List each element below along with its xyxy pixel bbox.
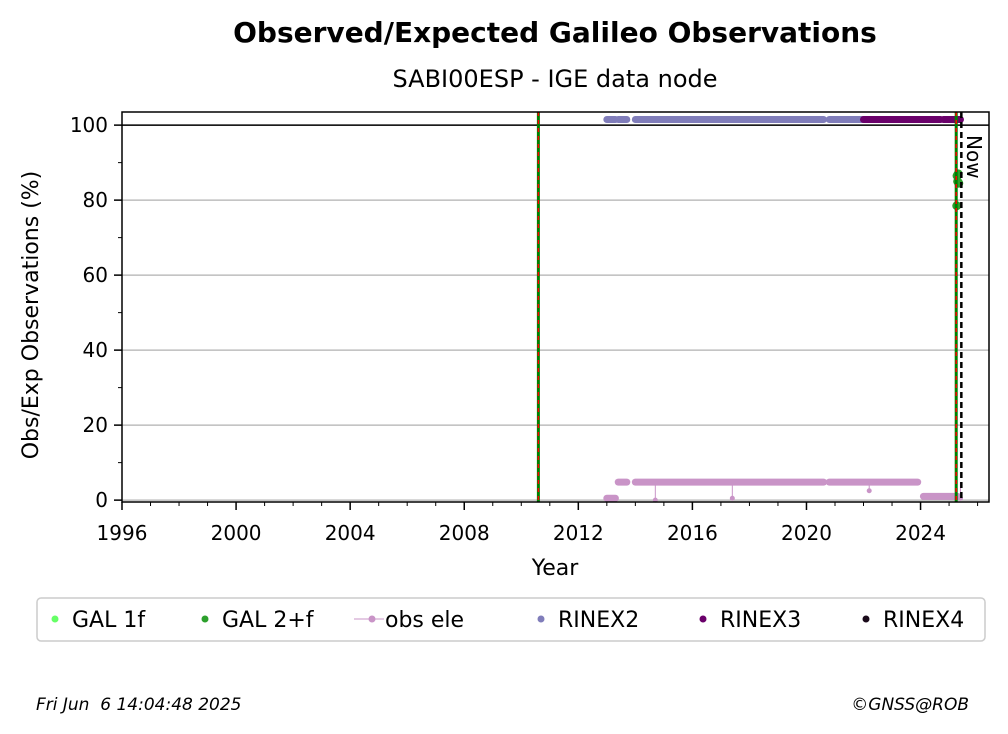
vertical-markers xyxy=(536,112,963,502)
series-point xyxy=(729,495,735,501)
legend-label: GAL 2+f xyxy=(222,608,315,633)
x-tick-label: 2016 xyxy=(667,521,718,545)
legend-label: RINEX4 xyxy=(883,608,964,633)
x-tick-label: 2000 xyxy=(211,521,262,545)
legend-label: obs ele xyxy=(385,608,464,633)
legend-label: RINEX2 xyxy=(558,608,639,633)
x-axis-label: Year xyxy=(531,556,580,581)
footer-timestamp: Fri Jun 6 14:04:48 2025 xyxy=(36,695,242,715)
legend-marker xyxy=(368,615,376,623)
chart-subtitle: SABI00ESP - IGE data node xyxy=(392,65,717,93)
y-axis-label: Obs/Exp Observations (%) xyxy=(19,171,44,460)
legend: GAL 1f GAL 2+f obs ele RINEX2 RINEX3 RINEX4 xyxy=(51,608,964,633)
y-tick-label: 40 xyxy=(83,338,108,362)
legend-label: RINEX3 xyxy=(720,608,801,633)
now-label: Now xyxy=(962,135,986,179)
footer-credit: ©GNSS@ROB xyxy=(851,695,969,715)
legend-label: GAL 1f xyxy=(72,608,146,633)
legend-marker xyxy=(862,615,870,623)
x-tick-label: 2020 xyxy=(781,521,832,545)
grid-lines xyxy=(122,124,989,501)
legend-marker xyxy=(51,615,59,623)
plot-frame xyxy=(121,111,990,503)
legend-marker xyxy=(537,615,545,623)
x-tick-label: 2024 xyxy=(895,521,946,545)
y-tick-label: 80 xyxy=(83,188,108,212)
legend-marker xyxy=(201,615,209,623)
legend-marker xyxy=(699,615,707,623)
x-tick-label: 2004 xyxy=(325,521,376,545)
x-tick-label: 2008 xyxy=(439,521,490,545)
chart-title: Observed/Expected Galileo Observations xyxy=(233,16,877,49)
legend-box xyxy=(36,597,986,642)
series-point xyxy=(866,488,872,494)
y-tick-label: 60 xyxy=(83,263,108,287)
x-tick-label: 1996 xyxy=(97,521,148,545)
x-tick-label: 2012 xyxy=(553,521,604,545)
y-tick-label: 0 xyxy=(95,488,108,512)
y-tick-label: 20 xyxy=(83,413,108,437)
y-tick-label: 100 xyxy=(70,113,108,137)
data-marks xyxy=(603,116,964,503)
axes: 1996 2000 2004 2008 2012 2016 2020 2024 0 20 40 60 8… xyxy=(70,113,979,545)
